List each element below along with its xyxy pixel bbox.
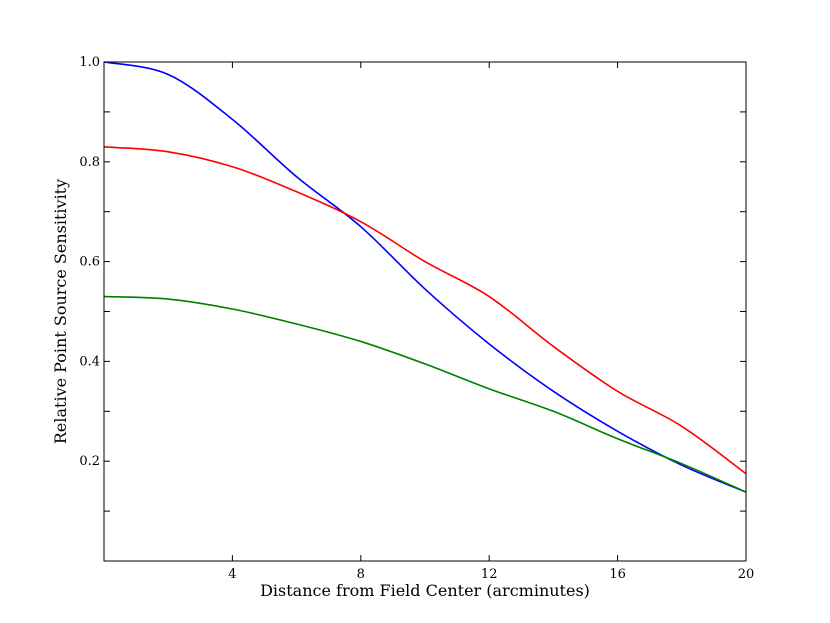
series-line-1 [103,61,747,493]
y-axis-label: Relative Point Source Sensitivity [51,179,70,444]
y-tick-label: 1.0 [79,55,100,70]
y-tick-label: 0.6 [79,255,100,270]
plot-frame [103,61,747,562]
x-axis-label: Distance from Field Center (arcminutes) [260,581,590,600]
series-line-3 [103,295,747,493]
y-tick-label: 0.8 [79,155,100,170]
x-tick-label: 12 [481,567,498,582]
y-axis-ticks: 0.2 0.4 0.6 0.8 1.0 [79,55,746,512]
x-tick-label: 4 [228,567,236,582]
series-line-2 [103,146,747,475]
x-tick-label: 20 [738,567,755,582]
y-tick-label: 0.2 [79,454,100,469]
x-tick-label: 16 [609,567,626,582]
x-axis-ticks: 4 8 12 16 20 [228,62,754,582]
x-tick-label: 8 [357,567,365,582]
y-tick-label: 0.4 [79,354,100,369]
plot-lines [103,61,747,493]
